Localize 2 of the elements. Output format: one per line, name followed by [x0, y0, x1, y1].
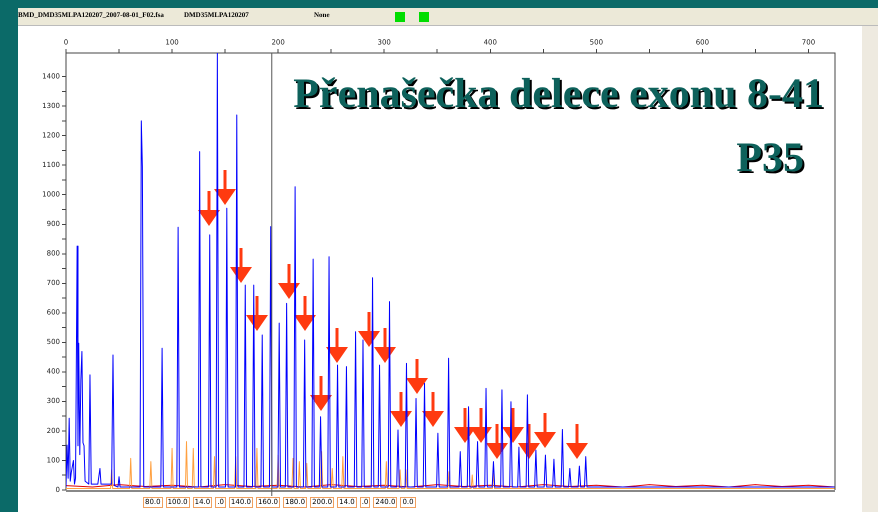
chart-title: Přenašečka delece exonu 8-41	[293, 71, 824, 117]
text: P35	[736, 135, 804, 181]
